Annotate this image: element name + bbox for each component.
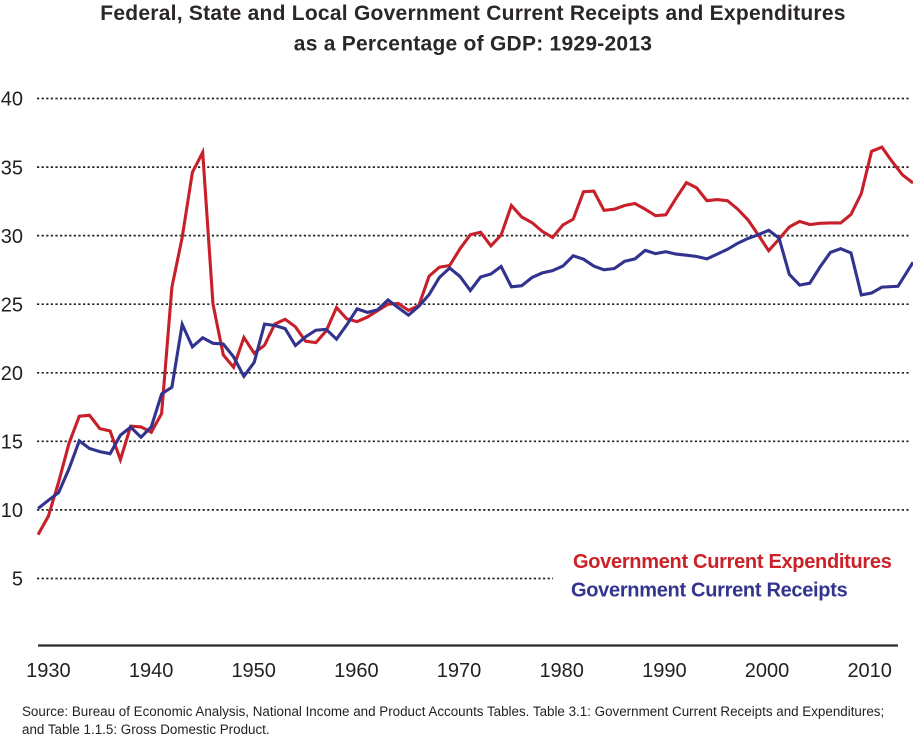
svg-text:15: 15 (1, 432, 23, 454)
svg-text:1940: 1940 (129, 660, 174, 682)
svg-text:20: 20 (1, 363, 23, 385)
svg-text:Government Current Expenditure: Government Current Expenditures (573, 551, 892, 573)
svg-text:1960: 1960 (334, 660, 379, 682)
svg-text:35: 35 (1, 157, 23, 179)
svg-text:Government Current Receipts: Government Current Receipts (571, 580, 848, 602)
svg-text:25: 25 (1, 294, 23, 316)
svg-text:2000: 2000 (745, 660, 790, 682)
svg-text:Federal, State and Local Gover: Federal, State and Local Government Curr… (100, 2, 845, 25)
svg-text:10: 10 (1, 500, 23, 522)
svg-text:as a Percentage of GDP: 1929-2: as a Percentage of GDP: 1929-2013 (294, 33, 652, 56)
svg-text:and Table 1.1.5: Gross Domesti: and Table 1.1.5: Gross Domestic Product. (22, 722, 270, 737)
svg-text:1990: 1990 (642, 660, 687, 682)
svg-text:2010: 2010 (847, 660, 892, 682)
svg-text:5: 5 (12, 569, 23, 591)
svg-text:Source: Bureau of Economic Ana: Source: Bureau of Economic Analysis, Nat… (22, 704, 884, 719)
svg-text:30: 30 (1, 226, 23, 248)
svg-text:1930: 1930 (26, 660, 71, 682)
svg-text:1950: 1950 (231, 660, 276, 682)
svg-text:1980: 1980 (539, 660, 584, 682)
svg-text:1970: 1970 (437, 660, 482, 682)
svg-text:40: 40 (1, 89, 23, 111)
